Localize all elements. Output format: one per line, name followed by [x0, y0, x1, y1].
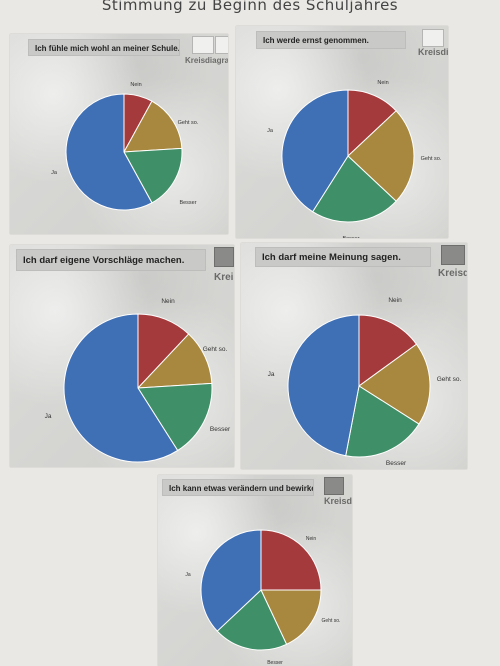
- pie-slice-besser: [311, 155, 397, 223]
- slice-label-nein: Nein: [388, 297, 402, 304]
- slice-label-nein: Nein: [377, 80, 388, 86]
- pie-slice-nein: [260, 529, 322, 591]
- pie-chart: Nein Geht so. Besser Ja: [185, 529, 341, 666]
- slice-label-besser: Besser: [267, 660, 283, 666]
- slice-label-besser: Besser: [386, 460, 407, 467]
- pie-slice-besser: [216, 589, 288, 651]
- pie-chart: Nein Geht so. Besser Ja: [51, 82, 199, 211]
- pie-slice-geht-so: [347, 110, 415, 202]
- diagram-type-label: Kreisdiagra: [324, 496, 352, 506]
- bar-chart-icon[interactable]: [214, 247, 234, 267]
- line-chart-icon[interactable]: [215, 36, 228, 54]
- pie-slice-ja: [63, 313, 179, 463]
- slice-label-geht-so: Geht so.: [437, 376, 462, 383]
- pie-slice-geht-so: [260, 589, 322, 645]
- slice-label-ja: Ja: [268, 371, 275, 378]
- chart-title: Ich fühle mich wohl an meiner Schule.: [28, 39, 180, 56]
- pie-slice-ja: [281, 89, 349, 213]
- pie-slice-ja: [65, 93, 153, 211]
- chart-card-vorschlaege: Ich darf eigene Vorschläge machen. Kreis…: [10, 245, 234, 467]
- bar-chart-icon[interactable]: [324, 477, 344, 495]
- diagram-type-label: Kreisdiagra: [185, 56, 228, 65]
- chart-card-wohl: Ich fühle mich wohl an meiner Schule. Kr…: [10, 34, 228, 234]
- slice-label-ja: Ja: [45, 413, 52, 420]
- slice-label-geht-so: Geht so.: [421, 156, 442, 162]
- slice-label-nein: Nein: [161, 298, 175, 305]
- chart-card-meinung: Ich darf meine Meinung sagen. Kreisdiagr…: [241, 243, 467, 469]
- pie-slice-besser: [137, 382, 213, 452]
- slice-label-nein: Nein: [306, 536, 317, 542]
- diagram-type-label: Kreisdiagra: [418, 47, 448, 57]
- slice-label-besser: Besser: [342, 236, 359, 238]
- pie-slice-ja: [287, 314, 360, 457]
- pie-slice-geht-so: [358, 343, 431, 425]
- slice-label-ja: Ja: [267, 128, 274, 134]
- chart-title: Ich darf meine Meinung sagen.: [255, 247, 431, 267]
- poster-title: Stimmung zu Beginn des Schuljahres: [101, 0, 399, 14]
- pie-slice-besser: [345, 385, 420, 458]
- pie-chart: Nein Geht so. Besser Ja: [268, 297, 462, 467]
- diagram-type-label: Kreisdiagra: [214, 272, 234, 283]
- slice-label-ja: Ja: [185, 572, 191, 578]
- chart-card-ernst: Ich werde ernst genommen. Kreisdiagra Ne…: [236, 26, 448, 238]
- chart-title: Ich werde ernst genommen.: [256, 31, 406, 49]
- diagram-type-label: Kreisdiagra: [438, 268, 467, 279]
- slice-label-geht-so: Geht so.: [178, 120, 199, 126]
- chart-title: Ich darf eigene Vorschläge machen.: [16, 249, 206, 271]
- chart-title: Ich kann etwas verändern und bewirken.: [162, 479, 314, 496]
- pie-slice-geht-so: [123, 100, 183, 153]
- chart-card-veraendern: Ich kann etwas verändern und bewirken. K…: [158, 475, 352, 666]
- pie-slice-besser: [123, 147, 183, 204]
- bar-chart-icon[interactable]: [422, 29, 444, 47]
- pie-chart: Nein Geht so. Besser Ja: [45, 298, 231, 463]
- slice-label-geht-so: Geht so.: [203, 346, 228, 353]
- pie-chart: Nein Geht so. Besser Ja: [267, 80, 442, 238]
- slice-label-besser: Besser: [210, 426, 231, 433]
- bar-chart-icon[interactable]: [192, 36, 214, 54]
- bar-chart-icon[interactable]: [441, 245, 465, 265]
- slice-label-nein: Nein: [130, 82, 141, 88]
- pie-slice-ja: [200, 529, 262, 632]
- slice-label-geht-so: Geht so.: [322, 618, 341, 624]
- slice-label-besser: Besser: [179, 200, 196, 206]
- slice-label-ja: Ja: [51, 170, 58, 176]
- pie-slice-nein: [358, 314, 418, 387]
